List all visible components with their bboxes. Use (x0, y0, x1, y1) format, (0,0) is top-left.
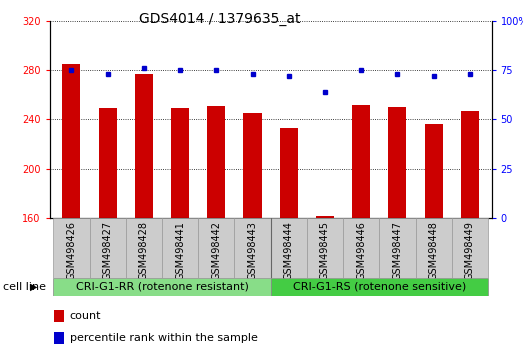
Bar (162, 218, 198, 278)
Bar (207, 106, 225, 218)
Bar (244, 113, 262, 218)
Bar (280, 128, 298, 218)
Bar (53, 218, 89, 278)
Text: GSM498428: GSM498428 (139, 221, 149, 280)
Text: GSM498449: GSM498449 (465, 221, 475, 280)
Text: GSM498427: GSM498427 (103, 221, 112, 280)
Bar (54, 310, 64, 322)
Bar (135, 74, 153, 218)
Bar (234, 218, 271, 278)
Text: GDS4014 / 1379635_at: GDS4014 / 1379635_at (139, 12, 300, 27)
Text: CRI-G1-RS (rotenone sensitive): CRI-G1-RS (rotenone sensitive) (293, 282, 466, 292)
Bar (99, 108, 117, 218)
Text: percentile rank within the sample: percentile rank within the sample (70, 333, 257, 343)
Bar (389, 107, 406, 218)
Bar (343, 218, 379, 278)
Bar (171, 108, 189, 218)
Bar (271, 278, 488, 296)
Text: GSM498441: GSM498441 (175, 221, 185, 280)
Bar (452, 218, 488, 278)
Text: GSM498445: GSM498445 (320, 221, 330, 280)
Text: GSM498443: GSM498443 (247, 221, 257, 280)
Text: GSM498444: GSM498444 (284, 221, 294, 280)
Text: GSM498446: GSM498446 (356, 221, 366, 280)
Bar (425, 124, 442, 218)
Text: GSM498426: GSM498426 (66, 221, 76, 280)
Bar (379, 218, 416, 278)
Text: CRI-G1-RR (rotenone resistant): CRI-G1-RR (rotenone resistant) (75, 282, 248, 292)
Bar (316, 217, 334, 218)
Text: ▶: ▶ (30, 282, 38, 292)
Text: GSM498442: GSM498442 (211, 221, 221, 280)
Text: cell line: cell line (3, 282, 46, 292)
Bar (307, 218, 343, 278)
Text: count: count (70, 311, 101, 321)
Text: GSM498447: GSM498447 (392, 221, 402, 280)
Bar (352, 105, 370, 218)
Bar (54, 332, 64, 343)
Text: GSM498448: GSM498448 (429, 221, 439, 280)
Bar (89, 218, 126, 278)
Bar (461, 111, 479, 218)
Bar (62, 64, 81, 218)
Bar (416, 218, 452, 278)
Bar (198, 218, 234, 278)
Bar (126, 218, 162, 278)
Bar (271, 218, 307, 278)
Bar (53, 278, 271, 296)
